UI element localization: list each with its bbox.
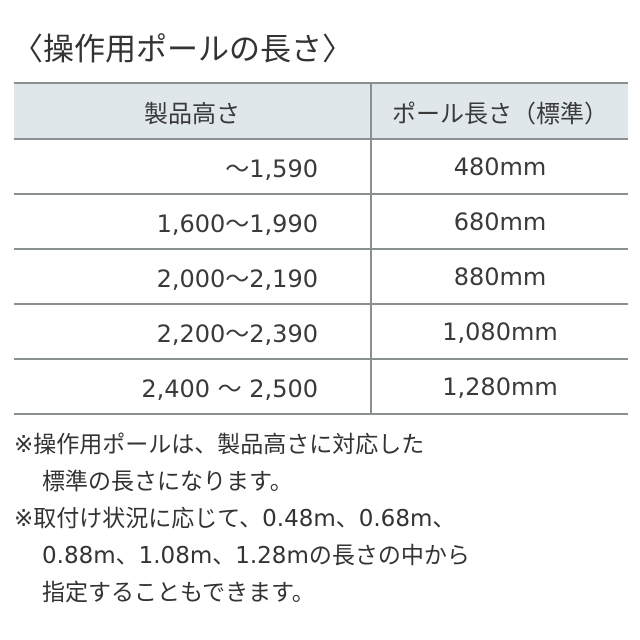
table-header-row: 製品高さ ポール長さ（標準） <box>14 82 628 140</box>
product-height-cell: 2,400 ～ 2,500 <box>14 359 372 415</box>
pole-length-table: 製品高さ ポール長さ（標準） ～1,590 480mm 1,600～1,990 68… <box>14 82 628 415</box>
table-row: 2,200～2,390 1,080mm <box>14 304 628 360</box>
pole-length-cell: 1,280mm <box>371 359 628 415</box>
product-height-cell: ～1,590 <box>14 139 372 195</box>
section-title: 〈操作用ポールの長さ〉 <box>12 32 353 68</box>
table-row: 2,400 ～ 2,500 1,280mm <box>14 359 628 415</box>
table-row: ～1,590 480mm <box>14 139 628 195</box>
product-height-cell: 2,000～2,190 <box>14 249 372 305</box>
notes: ※操作用ポールは、製品高さに対応した 標準の長さになります。 ※取付け状況に応じ… <box>14 427 628 612</box>
pole-length-cell: 1,080mm <box>371 304 628 360</box>
page-content: 〈操作用ポールの長さ〉 製品高さ ポール長さ（標準） ～1,590 480mm 1… <box>12 32 628 612</box>
table-row: 2,000～2,190 880mm <box>14 249 628 305</box>
header-pole-length: ポール長さ（標準） <box>371 82 628 140</box>
pole-length-cell: 880mm <box>371 249 628 305</box>
note-line: ※操作用ポールは、製品高さに対応した <box>14 432 425 458</box>
product-height-cell: 2,200～2,390 <box>14 304 372 360</box>
table-row: 1,600～1,990 680mm <box>14 194 628 250</box>
note-line: 標準の長さになります。 <box>42 469 293 495</box>
pole-length-cell: 680mm <box>371 194 628 250</box>
product-height-cell: 1,600～1,990 <box>14 194 372 250</box>
note-line: ※取付け状況に応じて、0.48m、0.68m、 <box>14 506 456 532</box>
note-line: 指定することもできます。 <box>42 580 315 606</box>
note-line: 0.88m、1.08m、1.28mの長さの中から <box>42 543 470 569</box>
pole-length-cell: 480mm <box>371 139 628 195</box>
header-product-height: 製品高さ <box>14 82 372 140</box>
